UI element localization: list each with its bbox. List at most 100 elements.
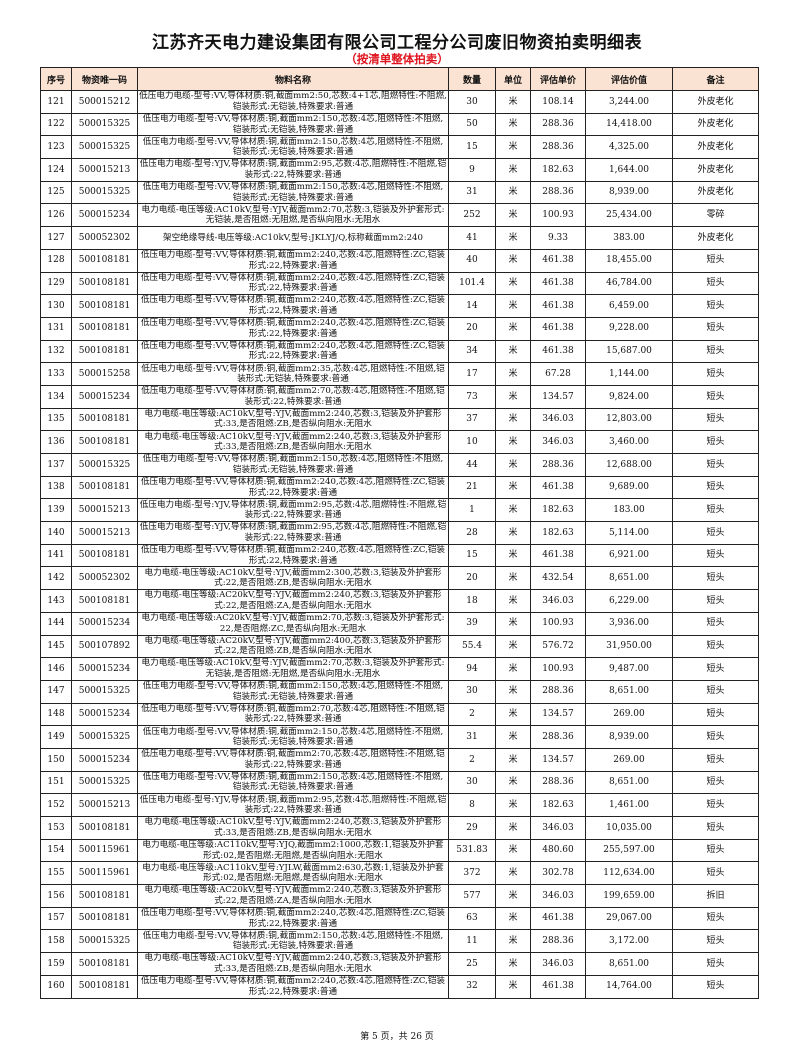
table-row: 141 500108181 低压电力电缆-型号:VV,导体材质:铜,截面mm2:24… — [40, 543, 759, 568]
cell-note: 短头 — [672, 407, 759, 432]
cell-unit-price: 134.57 — [530, 747, 586, 772]
cell-code: 500015234 — [71, 611, 138, 636]
table-row: 125 500015325 低压电力电缆-型号:VV,导体材质:铜,截面mm2:15… — [40, 180, 759, 205]
cell-index: 125 — [40, 180, 72, 205]
cell-unit: 米 — [495, 430, 531, 454]
table-row: 152 500015213 低压电力电缆-型号:YJV,导体材质:铜,截面mm2:9… — [40, 793, 759, 817]
table-row: 139 500015213 低压电力电缆-型号:YJV,导体材质:铜,截面mm2:9… — [40, 498, 759, 523]
cell-note: 外皮老化 — [672, 90, 759, 114]
cell-unit-price: 134.57 — [530, 384, 586, 409]
cell-value: 8,651.00 — [585, 566, 673, 591]
cell-value: 1,144.00 — [585, 362, 673, 386]
cell-unit: 米 — [495, 838, 531, 863]
table-row: 160 500108181 低压电力电缆-型号:VV,导体材质:铜,截面mm2:24… — [40, 974, 759, 999]
table-row: 144 500015234 电力电缆-电压等级:AC20kV,型号:YJV,截面mm… — [40, 611, 759, 636]
cell-value: 12,688.00 — [585, 453, 673, 477]
cell-quantity: 9 — [448, 158, 496, 182]
cell-unit: 米 — [495, 475, 531, 500]
cell-note: 短头 — [672, 248, 759, 273]
table-row: 124 500015213 低压电力电缆-型号:YJV,导体材质:铜,截面mm2:9… — [40, 158, 759, 182]
cell-note: 短头 — [672, 339, 759, 364]
cell-name: 电力电缆-电压等级:AC10kV,型号:YJV,截面mm2:300,芯数:3,铠… — [137, 566, 449, 591]
cell-index: 139 — [40, 498, 72, 523]
cell-index: 148 — [40, 702, 72, 727]
cell-code: 500015325 — [71, 135, 138, 160]
cell-value: 9,487.00 — [585, 657, 673, 681]
cell-quantity: 8 — [448, 793, 496, 817]
cell-note: 短头 — [672, 679, 759, 704]
cell-note: 短头 — [672, 611, 759, 636]
cell-name: 低压电力电缆-型号:VV,导体材质:铜,截面mm2:70,芯数:4芯,阻燃特性:… — [137, 702, 449, 727]
cell-unit-price: 288.36 — [530, 770, 586, 795]
cell-quantity: 2 — [448, 702, 496, 727]
cell-quantity: 44 — [448, 453, 496, 477]
cell-name: 低压电力电缆-型号:YJV,导体材质:铜,截面mm2:95,芯数:4芯,阻燃特性… — [137, 793, 449, 817]
cell-quantity: 25 — [448, 952, 496, 976]
cell-unit-price: 100.93 — [530, 203, 586, 228]
cell-note: 外皮老化 — [672, 158, 759, 182]
cell-unit: 米 — [495, 589, 531, 613]
page-number: 第 5 页，共 26 页 — [360, 1032, 434, 1042]
cell-unit: 米 — [495, 498, 531, 523]
cell-value: 6,229.00 — [585, 589, 673, 613]
cell-unit-price: 288.36 — [530, 725, 586, 749]
cell-note: 短头 — [672, 498, 759, 523]
cell-index: 133 — [40, 362, 72, 386]
cell-name: 低压电力电缆-型号:VV,导体材质:铜,截面mm2:150,芯数:4芯,阻燃特性… — [137, 453, 449, 477]
cell-unit-price: 288.36 — [530, 453, 586, 477]
cell-index: 150 — [40, 747, 72, 772]
cell-unit-price: 346.03 — [530, 430, 586, 454]
table-row: 159 500108181 电力电缆-电压等级:AC10kV,型号:YJV,截面mm… — [40, 952, 759, 976]
cell-name: 低压电力电缆-型号:VV,导体材质:铜,截面mm2:150,芯数:4芯,阻燃特性… — [137, 180, 449, 205]
cell-quantity: 30 — [448, 90, 496, 114]
cell-unit-price: 461.38 — [530, 475, 586, 500]
cell-unit: 米 — [495, 384, 531, 409]
cell-index: 142 — [40, 566, 72, 591]
cell-quantity: 14 — [448, 294, 496, 318]
cell-unit-price: 182.63 — [530, 521, 586, 545]
cell-unit-price: 182.63 — [530, 793, 586, 817]
cell-code: 500108181 — [71, 339, 138, 364]
cell-index: 131 — [40, 316, 72, 341]
cell-name: 低压电力电缆-型号:YJV,导体材质:铜,截面mm2:95,芯数:4芯,阻燃特性… — [137, 521, 449, 545]
cell-value: 8,651.00 — [585, 770, 673, 795]
cell-code: 500015234 — [71, 384, 138, 409]
cell-note: 短头 — [672, 793, 759, 817]
cell-note: 外皮老化 — [672, 112, 759, 137]
cell-quantity: 1 — [448, 498, 496, 523]
cell-name: 低压电力电缆-型号:VV,导体材质:铜,截面mm2:240,芯数:4芯,阻燃特性… — [137, 974, 449, 999]
cell-code: 500108181 — [71, 271, 138, 296]
cell-value: 14,418.00 — [585, 112, 673, 137]
cell-index: 134 — [40, 384, 72, 409]
cell-code: 500015325 — [71, 112, 138, 137]
cell-note: 零碎 — [672, 203, 759, 228]
table-row: 123 500015325 低压电力电缆-型号:VV,导体材质:铜,截面mm2:15… — [40, 135, 759, 160]
cell-unit-price: 288.36 — [530, 135, 586, 160]
cell-code: 500108181 — [71, 430, 138, 454]
cell-note: 短头 — [672, 906, 759, 931]
cell-index: 157 — [40, 906, 72, 931]
cell-unit: 米 — [495, 861, 531, 886]
cell-note: 外皮老化 — [672, 226, 759, 250]
cell-value: 269.00 — [585, 747, 673, 772]
cell-value: 3,172.00 — [585, 929, 673, 954]
cell-note: 短头 — [672, 294, 759, 318]
cell-code: 500015325 — [71, 679, 138, 704]
cell-name: 低压电力电缆-型号:VV,导体材质:铜,截面mm2:240,芯数:4芯,阻燃特性… — [137, 543, 449, 568]
cell-unit: 米 — [495, 793, 531, 817]
cell-note: 短头 — [672, 430, 759, 454]
cell-quantity: 21 — [448, 475, 496, 500]
cell-note: 短头 — [672, 747, 759, 772]
cell-index: 123 — [40, 135, 72, 160]
cell-quantity: 30 — [448, 770, 496, 795]
cell-quantity: 30 — [448, 679, 496, 704]
cell-quantity: 17 — [448, 362, 496, 386]
cell-quantity: 11 — [448, 929, 496, 954]
table-row: 148 500015234 低压电力电缆-型号:VV,导体材质:铜,截面mm2:70… — [40, 702, 759, 727]
cell-value: 1,644.00 — [585, 158, 673, 182]
cell-value: 10,035.00 — [585, 816, 673, 840]
cell-quantity: 31 — [448, 180, 496, 205]
cell-code: 500115961 — [71, 838, 138, 863]
cell-index: 121 — [40, 90, 72, 114]
cell-unit-price: 302.78 — [530, 861, 586, 886]
